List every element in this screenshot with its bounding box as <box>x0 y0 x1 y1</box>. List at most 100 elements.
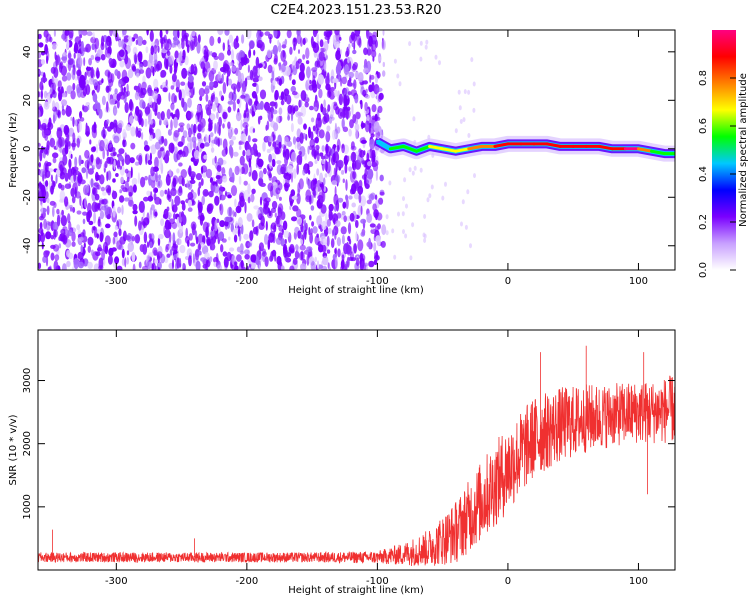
noise-blob <box>190 242 196 247</box>
noise-blob <box>75 191 81 199</box>
noise-blob <box>163 208 169 220</box>
noise-blob <box>168 221 171 230</box>
noise-blob <box>317 74 325 85</box>
noise-blob <box>247 242 252 247</box>
noise-blob <box>182 130 188 139</box>
noise-blob <box>275 237 283 245</box>
noise-blob <box>196 104 202 113</box>
noise-blob <box>87 261 93 269</box>
noise-blob <box>369 74 372 84</box>
noise-blob <box>316 112 321 121</box>
noise-blob <box>401 211 405 217</box>
noise-blob <box>204 252 210 261</box>
noise-blob <box>188 127 192 138</box>
x-tick-label: 0 <box>505 276 511 287</box>
noise-blob <box>154 211 158 217</box>
noise-blob <box>76 210 82 215</box>
noise-blob <box>106 101 109 113</box>
noise-blob <box>52 152 59 159</box>
noise-blob <box>292 136 297 145</box>
noise-blob <box>348 43 351 50</box>
noise-blob <box>338 93 344 106</box>
noise-blob <box>454 128 458 134</box>
noise-blob <box>314 94 318 104</box>
noise-blob <box>178 89 182 101</box>
noise-blob <box>191 136 197 143</box>
noise-blob <box>284 38 288 46</box>
noise-blob <box>68 30 74 39</box>
noise-blob <box>71 139 76 151</box>
noise-blob <box>85 66 92 72</box>
noise-blob <box>219 138 223 146</box>
noise-blob <box>235 42 240 48</box>
noise-blob <box>358 193 362 204</box>
noise-blob <box>373 121 380 133</box>
noise-blob <box>68 158 72 169</box>
noise-blob <box>130 126 136 137</box>
noise-blob <box>341 234 345 245</box>
noise-blob <box>258 170 264 180</box>
noise-blob <box>66 39 70 50</box>
noise-blob <box>349 34 354 44</box>
noise-blob <box>250 254 257 263</box>
noise-blob <box>45 144 50 156</box>
trace-segment <box>467 144 484 151</box>
noise-blob <box>327 227 332 235</box>
noise-blob <box>94 99 99 110</box>
noise-blob <box>166 178 170 184</box>
noise-blob <box>184 55 189 66</box>
noise-blob <box>318 88 323 99</box>
noise-blob <box>419 40 423 46</box>
noise-blob <box>335 220 341 228</box>
noise-blob <box>67 213 71 224</box>
noise-blob <box>321 265 328 270</box>
noise-blob <box>340 169 345 175</box>
noise-blob <box>292 257 298 265</box>
noise-blob <box>142 59 148 67</box>
noise-blob <box>92 92 98 103</box>
noise-blob <box>469 243 472 249</box>
noise-blob <box>266 105 271 114</box>
noise-blob <box>244 93 250 103</box>
noise-blob <box>185 40 191 48</box>
noise-blob <box>296 33 302 45</box>
noise-blob <box>405 203 408 209</box>
noise-blob <box>87 210 92 218</box>
noise-blob <box>38 109 41 119</box>
noise-blob <box>170 187 177 197</box>
noise-blob <box>247 135 251 143</box>
noise-blob <box>472 107 476 113</box>
noise-blob <box>228 126 234 137</box>
noise-blob <box>95 143 99 154</box>
noise-blob <box>308 226 311 236</box>
noise-blob <box>99 139 105 152</box>
noise-blob <box>64 172 69 182</box>
noise-blob <box>56 208 60 215</box>
noise-blob <box>177 30 180 39</box>
noise-blob <box>97 202 101 209</box>
noise-blob <box>120 176 124 184</box>
y-tick-label: -20 <box>22 189 33 205</box>
noise-blob <box>95 156 101 165</box>
noise-blob <box>366 213 373 224</box>
noise-blob <box>332 153 336 163</box>
noise-blob <box>378 92 384 100</box>
noise-blob <box>359 100 363 105</box>
snr-x-axis: -300 -200 -100 0 100 <box>105 330 648 587</box>
noise-blob <box>327 262 330 269</box>
noise-blob <box>114 88 118 95</box>
noise-blob <box>290 85 296 93</box>
noise-blob <box>193 149 200 160</box>
noise-blob <box>239 163 243 176</box>
noise-blob <box>104 161 108 169</box>
noise-blob <box>352 114 357 124</box>
noise-blob <box>367 161 372 167</box>
noise-blob <box>52 100 56 111</box>
noise-blob <box>124 235 131 241</box>
noise-blob <box>213 183 220 194</box>
noise-blob <box>202 189 209 197</box>
trace-segment <box>545 142 562 148</box>
noise-blob <box>270 230 275 238</box>
noise-blob <box>240 119 243 131</box>
noise-blob <box>349 212 355 222</box>
